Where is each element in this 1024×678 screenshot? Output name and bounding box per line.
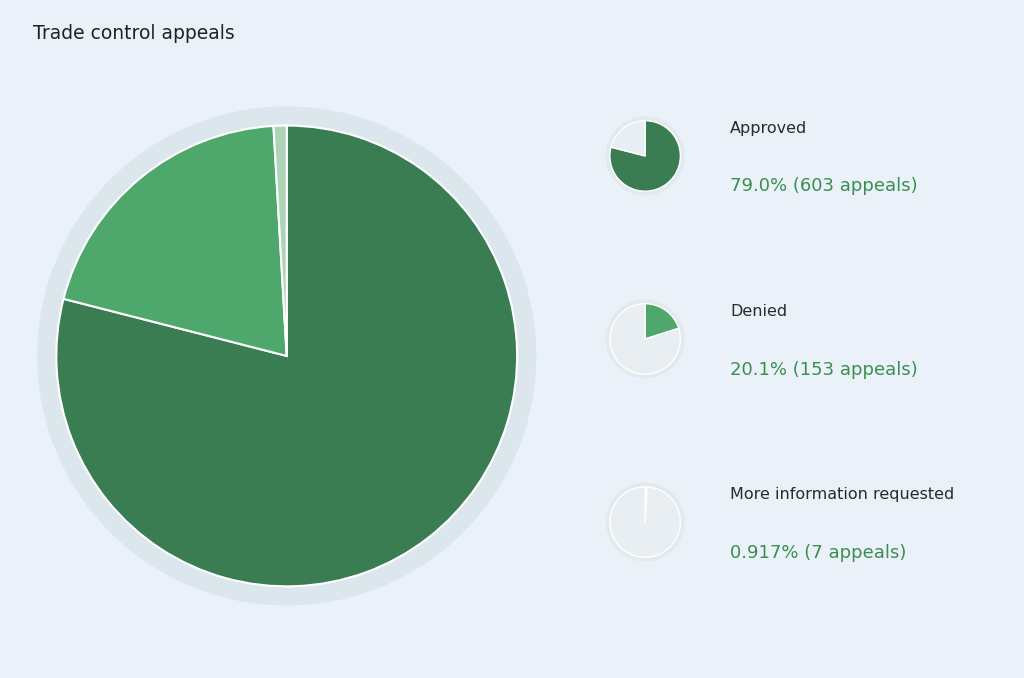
- Text: 79.0% (603 appeals): 79.0% (603 appeals): [730, 178, 918, 195]
- Circle shape: [606, 117, 684, 195]
- Text: 0.917% (7 appeals): 0.917% (7 appeals): [730, 544, 906, 561]
- Text: Approved: Approved: [730, 121, 807, 136]
- Text: 20.1% (153 appeals): 20.1% (153 appeals): [730, 361, 918, 378]
- Circle shape: [606, 300, 684, 378]
- Text: Trade control appeals: Trade control appeals: [33, 24, 234, 43]
- Wedge shape: [273, 125, 287, 356]
- Wedge shape: [610, 121, 680, 191]
- Circle shape: [606, 483, 684, 561]
- Wedge shape: [645, 487, 647, 522]
- Circle shape: [38, 107, 536, 605]
- Wedge shape: [645, 304, 679, 339]
- Wedge shape: [611, 121, 645, 156]
- Wedge shape: [63, 126, 287, 356]
- Text: Denied: Denied: [730, 304, 787, 319]
- Wedge shape: [610, 304, 680, 374]
- Wedge shape: [56, 125, 517, 586]
- Wedge shape: [610, 487, 680, 557]
- Text: More information requested: More information requested: [730, 487, 954, 502]
